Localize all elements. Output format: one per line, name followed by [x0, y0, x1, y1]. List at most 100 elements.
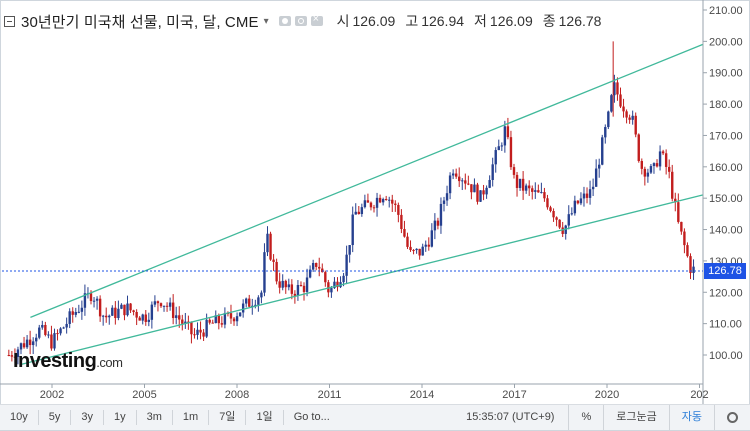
candle-body — [263, 252, 266, 293]
range-10y[interactable]: 10y — [10, 411, 28, 423]
candle-body — [314, 263, 318, 267]
candle-body — [305, 277, 309, 292]
logo-text: Investing — [13, 350, 97, 372]
candle-body — [318, 266, 321, 269]
candle-body — [655, 163, 659, 167]
log-scale-toggle[interactable]: 로그눈금 — [603, 405, 668, 430]
chart-settings-button[interactable] — [714, 405, 750, 430]
candle-body — [643, 168, 647, 177]
candles-group — [7, 74, 695, 365]
candle-body — [518, 178, 522, 188]
price-chart[interactable]: 210.00 200.00 190.00 180.00 170.00 160.00 150.… — [0, 0, 750, 404]
candle-body — [178, 315, 181, 320]
candle-body — [25, 339, 29, 348]
candle-body — [564, 225, 567, 234]
candle-body — [95, 298, 99, 301]
candle-body — [59, 328, 62, 334]
candle-body — [424, 244, 427, 247]
divider — [135, 410, 137, 425]
collapse-icon[interactable] — [4, 15, 15, 27]
candle-body — [193, 334, 196, 336]
candle-body — [354, 211, 357, 215]
divider — [103, 410, 104, 425]
candle-body — [521, 178, 525, 191]
symbol-title[interactable]: 30년만기 미국채 선물, 미국, 달, CME — [21, 13, 259, 31]
eye-icon[interactable] — [278, 16, 291, 26]
candle-body — [211, 322, 214, 324]
candle-body — [229, 313, 233, 319]
candle-body — [71, 311, 74, 315]
y-tick-label: 160.00 — [709, 162, 743, 174]
range-1m[interactable]: 1m — [182, 411, 199, 423]
candle-body — [637, 134, 640, 162]
candle-body — [677, 202, 680, 222]
candle-body — [658, 151, 662, 167]
candle-body — [540, 192, 543, 194]
candle-body — [631, 115, 634, 120]
candle-body — [634, 115, 637, 135]
close-icon[interactable] — [310, 13, 323, 26]
y-tick-label: 200.00 — [709, 36, 743, 48]
candle-body — [254, 304, 257, 306]
chevron-down-icon[interactable]: ▾ — [263, 15, 269, 27]
bottom-toolbar: 10y 5y 3y 1y 3m 1m 7일 1일 Go to... 15:35:… — [0, 404, 750, 430]
low-label: 저 — [474, 13, 487, 29]
open-label: 시 — [336, 13, 350, 29]
range-3y[interactable]: 3y — [81, 411, 93, 423]
current-price-flag: 126.78 — [704, 263, 746, 279]
candle-body — [515, 174, 519, 188]
candle-body — [473, 184, 476, 193]
candle-body — [601, 137, 604, 165]
candle-body — [534, 190, 537, 192]
auto-scale-toggle[interactable]: 자동 — [668, 405, 714, 430]
time-display[interactable]: 15:35:07 (UTC+9) — [466, 411, 555, 423]
x-tick-label: 2014 — [410, 389, 434, 401]
range-3m[interactable]: 3m — [146, 411, 162, 423]
candle-body — [467, 183, 470, 185]
candle-body — [537, 190, 540, 193]
candle-body — [506, 126, 510, 138]
goto-date-button[interactable]: Go to... — [293, 411, 330, 423]
candle-body — [269, 233, 272, 260]
candle-body — [680, 221, 683, 232]
candle-body — [156, 301, 160, 304]
gear-icon — [727, 411, 738, 423]
high-label: 고 — [405, 13, 419, 29]
candle-body — [433, 220, 437, 231]
candle-body — [664, 153, 668, 167]
candle-body — [500, 145, 504, 147]
candle-body — [205, 319, 208, 337]
range-1y[interactable]: 1y — [114, 411, 126, 423]
range-1d[interactable]: 1일 — [256, 411, 273, 423]
x-tick-label: 2005 — [132, 389, 156, 401]
candle-body — [470, 184, 473, 193]
candle-body — [251, 305, 254, 307]
candle-body — [333, 281, 336, 289]
candle-body — [585, 193, 589, 198]
candle-body — [74, 311, 77, 315]
candle-body — [546, 198, 549, 208]
candle-body — [293, 293, 297, 296]
range-7d[interactable]: 7일 — [219, 411, 236, 423]
candle-body — [98, 298, 102, 317]
candle-body — [689, 256, 692, 274]
candle-body — [144, 314, 147, 322]
candle-body — [266, 233, 269, 253]
candle-body — [388, 199, 391, 201]
candle-body — [214, 315, 217, 324]
candle-body — [311, 263, 315, 270]
candle-body — [391, 199, 394, 204]
candle-body — [351, 214, 354, 246]
settings-icon[interactable] — [294, 16, 307, 26]
candle-body — [53, 333, 56, 349]
y-tick-label: 210.00 — [709, 5, 743, 17]
candle-body — [68, 311, 71, 324]
candle-body — [165, 305, 169, 307]
candle-body — [217, 315, 221, 324]
percent-toggle[interactable]: % — [568, 405, 603, 430]
range-5y[interactable]: 5y — [48, 411, 61, 423]
candle-body — [491, 164, 494, 180]
candle-body — [28, 339, 32, 346]
candle-body — [418, 248, 421, 256]
candle-body — [126, 303, 129, 316]
